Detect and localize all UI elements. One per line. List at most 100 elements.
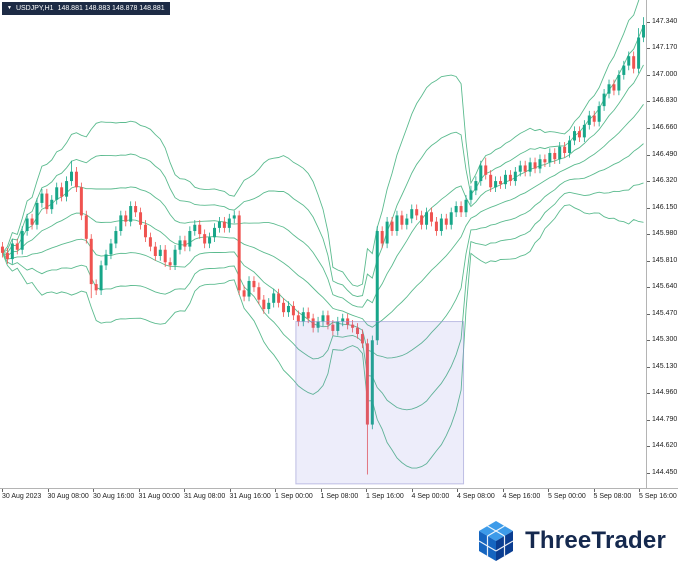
dropdown-arrow-icon[interactable]: ▼ [7, 5, 12, 11]
candle-body [0, 246, 4, 253]
candle-body [213, 227, 217, 238]
candle-body [129, 206, 133, 222]
candle-body [257, 287, 261, 300]
time-axis-tick [47, 489, 49, 492]
candle-body [543, 159, 547, 163]
price-axis-tick [647, 260, 650, 262]
candle-body [523, 165, 527, 172]
candle-body [119, 215, 123, 232]
threetrader-logo: ThreeTrader [476, 519, 666, 563]
candle-body [321, 315, 325, 322]
candle-body [15, 243, 19, 250]
time-axis-label: 31 Aug 00:00 [138, 493, 180, 500]
candle-body [291, 305, 295, 316]
candle-body [311, 318, 315, 328]
candle-body [222, 221, 226, 228]
threetrader-logo-icon [478, 520, 514, 561]
candle-body [459, 206, 463, 213]
candle-body [341, 318, 345, 322]
candle-body [518, 165, 522, 172]
candle-body [143, 224, 147, 238]
candle-body [400, 215, 404, 225]
price-axis-tick [647, 340, 650, 342]
candle-body [282, 302, 286, 313]
bollinger-band-line [2, 64, 644, 308]
time-axis-label: 5 Sep 08:00 [593, 493, 632, 500]
chart-canvas[interactable] [0, 0, 646, 487]
candle-body [370, 340, 374, 425]
time-axis-tick [229, 489, 231, 492]
candle-body [89, 238, 93, 285]
candle-body [415, 209, 419, 216]
symbol-info[interactable]: ▼ USDJPY,H1 148.881 148.883 148.878 148.… [2, 2, 170, 15]
candle-body [385, 221, 389, 244]
candle-body [262, 299, 266, 310]
time-axis-label: 31 Aug 08:00 [184, 493, 226, 500]
candle-body [375, 231, 379, 341]
price-axis-label: 144.620 [652, 442, 678, 450]
price-axis-label: 145.640 [652, 283, 678, 291]
candle-body [528, 162, 532, 172]
time-axis-tick [366, 489, 367, 492]
candle-body [410, 209, 414, 219]
candle-body [592, 115, 596, 122]
candle-body [553, 152, 557, 160]
time-axis-label: 1 Sep 08:00 [320, 493, 359, 500]
candle-body [568, 140, 572, 153]
time-axis-label: 4 Sep 00:00 [411, 493, 450, 500]
time-axis-tick [411, 489, 413, 492]
candle-body [508, 174, 512, 182]
time-axis-tick [639, 489, 640, 492]
candle-body [183, 240, 187, 247]
candle-body [45, 193, 49, 210]
candle-body [479, 165, 483, 182]
candle-body [55, 187, 59, 200]
candle-body [296, 315, 300, 322]
time-axis-tick [593, 489, 595, 492]
time-axis[interactable]: 30 Aug 2023 30 Aug 08:00 30 Aug 16:00 31 Au… [0, 488, 678, 505]
candle-body [232, 215, 236, 219]
candle-body [247, 280, 251, 297]
candle-body [360, 334, 364, 344]
time-axis-label: 4 Sep 16:00 [502, 493, 541, 500]
price-axis-label: 145.130 [652, 362, 678, 370]
price-axis-tick [647, 419, 650, 421]
candle-body [469, 190, 473, 200]
candle-body [30, 218, 34, 225]
price-axis-label: 144.790 [652, 415, 678, 423]
candle-body [99, 265, 103, 291]
price-axis-label: 144.960 [652, 389, 678, 397]
time-axis-label: 5 Sep 00:00 [548, 493, 586, 500]
price-axis-label: 145.980 [652, 230, 678, 238]
candle-body [533, 162, 537, 169]
candle-body [301, 312, 305, 322]
price-axis[interactable]: 147.340 147.170 147.000 146.830 146.660 146.4… [646, 0, 678, 488]
candle-body [499, 181, 503, 185]
candle-body [365, 343, 369, 425]
time-axis-label: 30 Aug 16:00 [93, 493, 135, 500]
candle-body [484, 165, 488, 175]
price-axis-label: 147.340 [652, 17, 678, 25]
candle-body [607, 84, 611, 94]
candle-body [124, 215, 128, 222]
candle-body [331, 324, 335, 331]
time-axis-tick [184, 489, 185, 492]
candle-body [425, 212, 429, 225]
candle-body [208, 237, 212, 244]
time-axis-label: 5 Sep 16:00 [639, 493, 677, 500]
candle-body [642, 24, 646, 38]
candle-body [582, 124, 586, 138]
candle-body [489, 174, 493, 188]
candle-body [587, 115, 591, 125]
candle-body [612, 84, 616, 91]
price-axis-tick [647, 287, 650, 289]
selection-rectangle[interactable] [295, 321, 465, 485]
candle-body [50, 199, 54, 210]
price-axis-label: 144.450 [652, 468, 678, 476]
candle-body [203, 234, 207, 244]
candle-body [198, 224, 202, 235]
candle-body [94, 284, 98, 291]
candle-body [70, 171, 74, 182]
chart-area[interactable]: ▼ USDJPY,H1 148.881 148.883 148.878 148.… [0, 0, 646, 487]
